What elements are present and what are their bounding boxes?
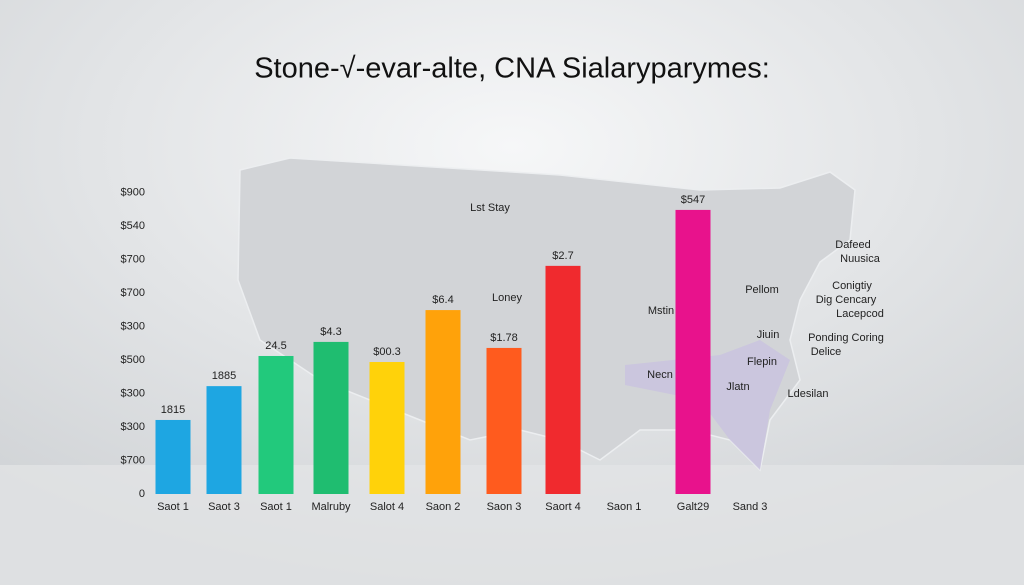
bar [206,386,242,494]
x-tick-label: Saot 1 [260,501,292,513]
x-tick-label: Sand 3 [733,501,768,513]
annotation: Necn [647,369,673,381]
bar [369,362,405,494]
annotation: Conigtiy [832,280,872,292]
data-label: $4.3 [320,326,341,338]
annotation: Loney [492,292,522,304]
annotation: Ldesilan [788,388,829,400]
x-tick-label: Saon 3 [487,501,522,513]
y-tick-label: $500 [121,354,145,366]
y-tick-label: $300 [121,387,145,399]
annotation: Lst Stay [470,202,510,214]
data-label: $6.4 [432,294,453,306]
data-label: $547 [681,194,705,206]
x-tick-label: Saot 3 [208,501,240,513]
y-tick-label: $700 [121,454,145,466]
y-tick-label: $540 [121,220,145,232]
annotation: Nuusica [840,253,881,265]
y-tick-label: $900 [121,186,145,198]
annotation: Jiuin [757,329,780,341]
bar [545,265,581,494]
x-tick-label: Saon 1 [607,501,642,513]
x-tick-label: Saot 1 [157,501,189,513]
x-tick-label: Saon 2 [426,501,461,513]
data-label: 1885 [212,370,236,382]
annotation: Jlatn [726,381,749,393]
data-label: 1815 [161,404,185,416]
bar [675,209,711,495]
data-label: 24.5 [265,340,286,352]
chart-title: Stone-√-evar-alte, CNA Sialaryparymes: [254,53,770,85]
y-tick-label: $700 [121,253,145,265]
bar [313,341,349,494]
y-tick-label: $300 [121,421,145,433]
bar [425,310,461,494]
annotation: Lacepcod [836,308,884,320]
data-label: $00.3 [373,346,401,358]
annotation: Mstin [648,305,674,317]
data-label: $2.7 [552,250,573,262]
x-tick-label: Malruby [311,501,351,513]
y-tick-label: 0 [139,488,145,500]
annotation: Ponding Coring [808,332,884,344]
y-tick-label: $300 [121,320,145,332]
bar [486,347,522,494]
annotation: Flepin [747,356,777,368]
data-label: $1.78 [490,332,518,344]
x-tick-label: Galt29 [677,501,709,513]
annotation: Delice [811,346,842,358]
annotation: Pellom [745,284,779,296]
annotation: Dig Cencary [816,294,877,306]
bar [155,419,191,494]
x-tick-label: Salot 4 [370,501,404,513]
annotation: Dafeed [835,239,870,251]
y-tick-label: $700 [121,287,145,299]
x-tick-label: Saort 4 [545,501,580,513]
bar [258,355,294,494]
